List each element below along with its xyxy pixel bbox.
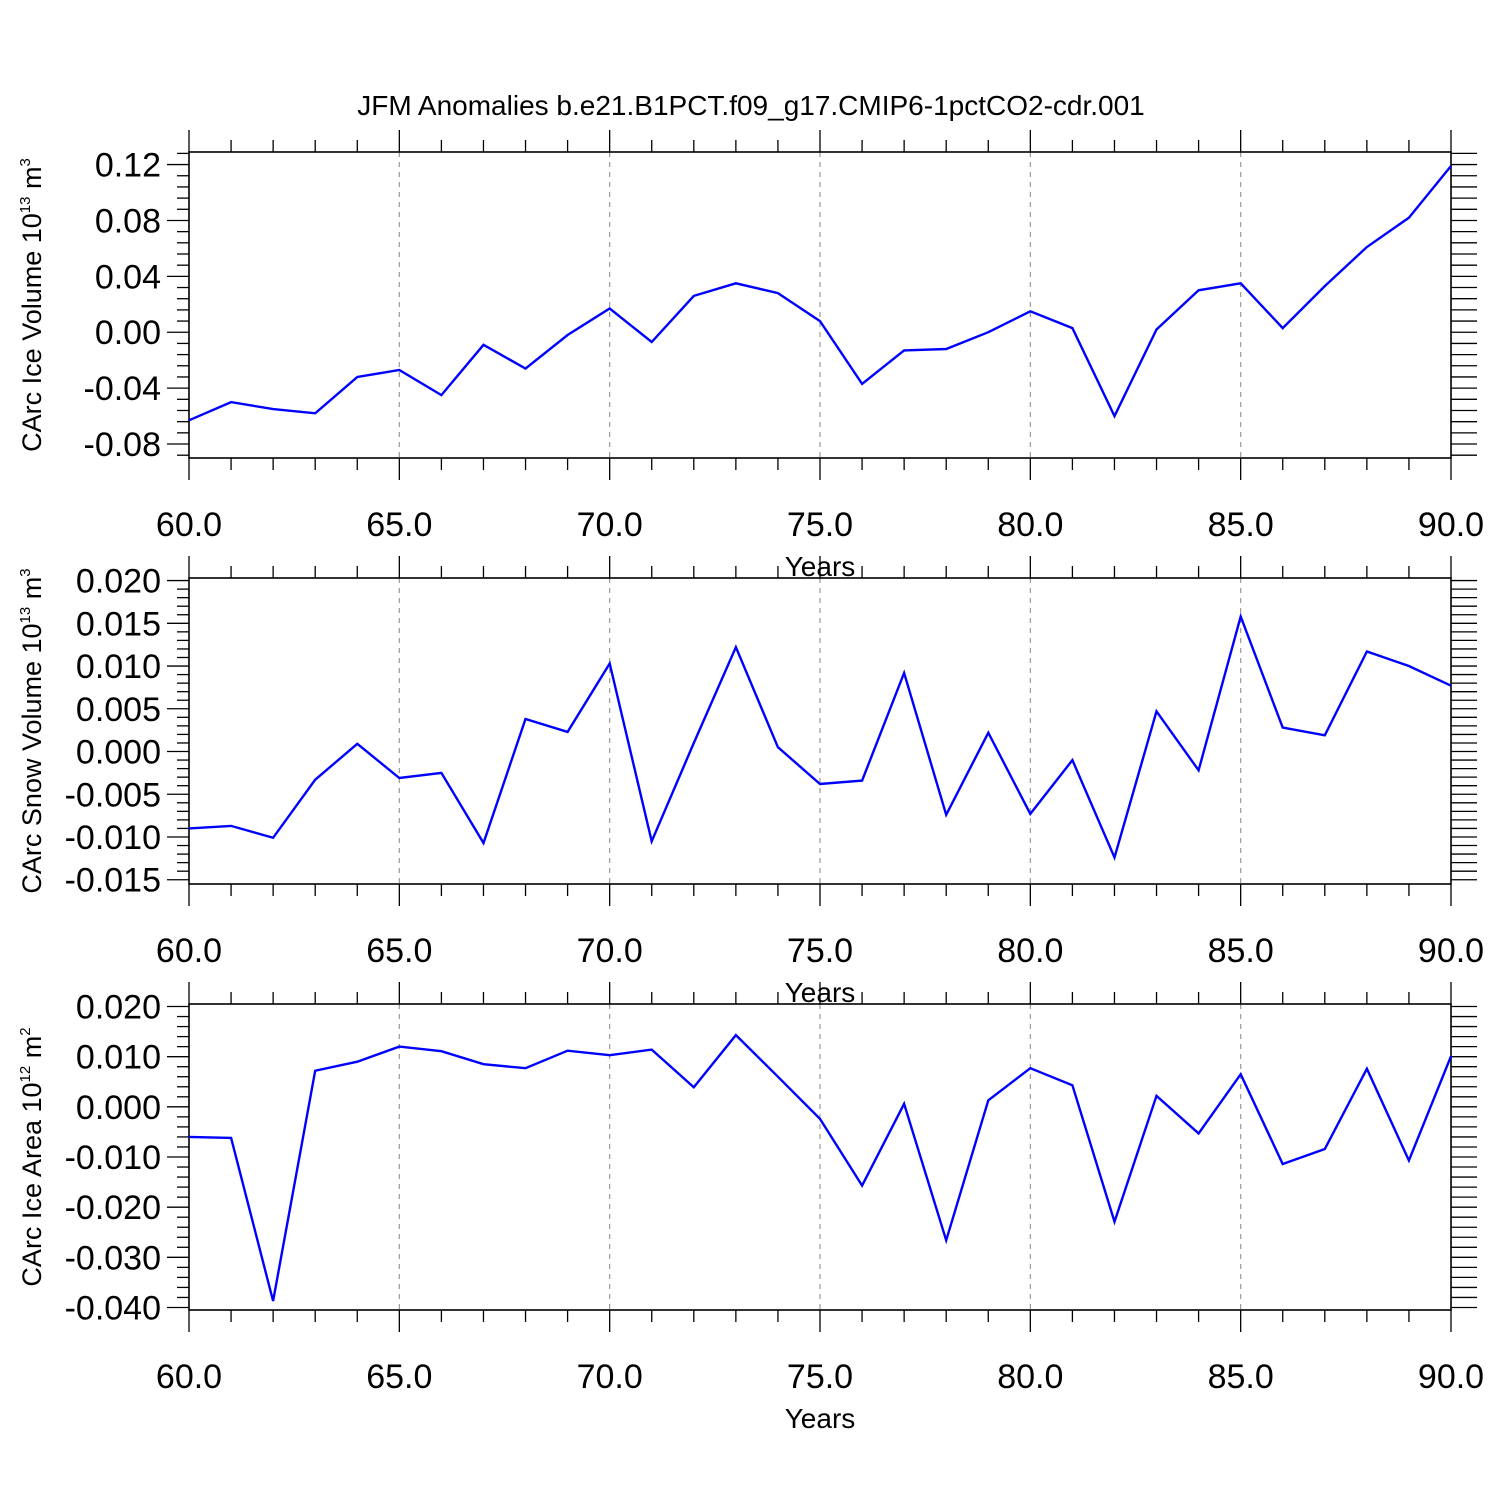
y-tick-label: -0.010 [65, 1139, 161, 1177]
x-tick-label: 65.0 [366, 506, 432, 544]
y-tick-label: 0.000 [76, 734, 161, 772]
x-tick-label: 90.0 [1418, 1358, 1484, 1396]
y-tick-label: -0.030 [65, 1239, 161, 1277]
y-tick-label: -0.04 [84, 370, 162, 408]
x-axis-label: Years [785, 1403, 856, 1434]
x-tick-label: 80.0 [997, 932, 1063, 970]
y-tick-label: 0.010 [76, 1039, 161, 1077]
x-tick-label: 80.0 [997, 1358, 1063, 1396]
y-tick-label: 0.04 [95, 258, 161, 296]
y-tick-label: -0.08 [84, 426, 162, 464]
x-tick-label: 75.0 [787, 506, 853, 544]
y-tick-label: 0.12 [95, 147, 161, 185]
y-tick-label: 0.08 [95, 202, 161, 240]
x-tick-label: 90.0 [1418, 932, 1484, 970]
y-tick-label: -0.015 [65, 862, 161, 900]
y-tick-label: 0.015 [76, 605, 161, 643]
y-tick-label: 0.00 [95, 314, 161, 352]
chart-panel-1: 0.12 0.08 0.04 0.00 -0.04 -0.08 60.0 65.0 70.0 75… [17, 130, 1484, 582]
y-axis-label: CArc Snow Volume 1013 m3 [17, 568, 47, 893]
series-line [188, 612, 1452, 862]
chart-panel-2: 0.020 0.015 0.010 0.005 0.000 -0.005 -0.010 -0.… [17, 556, 1484, 1008]
series-line [188, 165, 1452, 422]
x-tick-label: 85.0 [1208, 506, 1274, 544]
x-tick-label: 75.0 [787, 1358, 853, 1396]
y-tick-label: -0.005 [65, 776, 161, 814]
x-tick-label: 90.0 [1418, 506, 1484, 544]
x-tick-label: 60.0 [156, 506, 222, 544]
x-tick-label: 60.0 [156, 1358, 222, 1396]
figure-title: JFM Anomalies b.e21.B1PCT.f09_g17.CMIP6-… [357, 90, 1145, 121]
x-tick-label: 75.0 [787, 932, 853, 970]
y-tick-label: -0.010 [65, 819, 161, 857]
x-tick-label: 85.0 [1208, 932, 1274, 970]
y-tick-label: 0.005 [76, 691, 161, 729]
y-axis-label: CArc Ice Area 1012 m2 [17, 1027, 47, 1286]
x-tick-label: 80.0 [997, 506, 1063, 544]
y-tick-label: -0.020 [65, 1189, 161, 1227]
y-tick-label: -0.040 [65, 1289, 161, 1327]
x-tick-label: 70.0 [577, 932, 643, 970]
x-tick-label: 85.0 [1208, 1358, 1274, 1396]
x-tick-label: 60.0 [156, 932, 222, 970]
x-tick-label: 70.0 [577, 1358, 643, 1396]
y-axis-label: CArc Ice Volume 1013 m3 [17, 158, 47, 452]
panels: 0.12 0.08 0.04 0.00 -0.04 -0.08 60.0 65.0 70.0 75… [17, 130, 1484, 1434]
chart-panel-3: 0.020 0.010 0.000 -0.010 -0.020 -0.030 -0.040 6… [17, 982, 1484, 1434]
y-tick-label: 0.010 [76, 648, 161, 686]
x-tick-label: 65.0 [366, 1358, 432, 1396]
y-tick-label: 0.000 [76, 1089, 161, 1127]
x-tick-label: 70.0 [577, 506, 643, 544]
x-tick-label: 65.0 [366, 932, 432, 970]
series-line [188, 1033, 1453, 1302]
y-tick-label: 0.020 [76, 563, 161, 601]
y-tick-label: 0.020 [76, 989, 161, 1027]
